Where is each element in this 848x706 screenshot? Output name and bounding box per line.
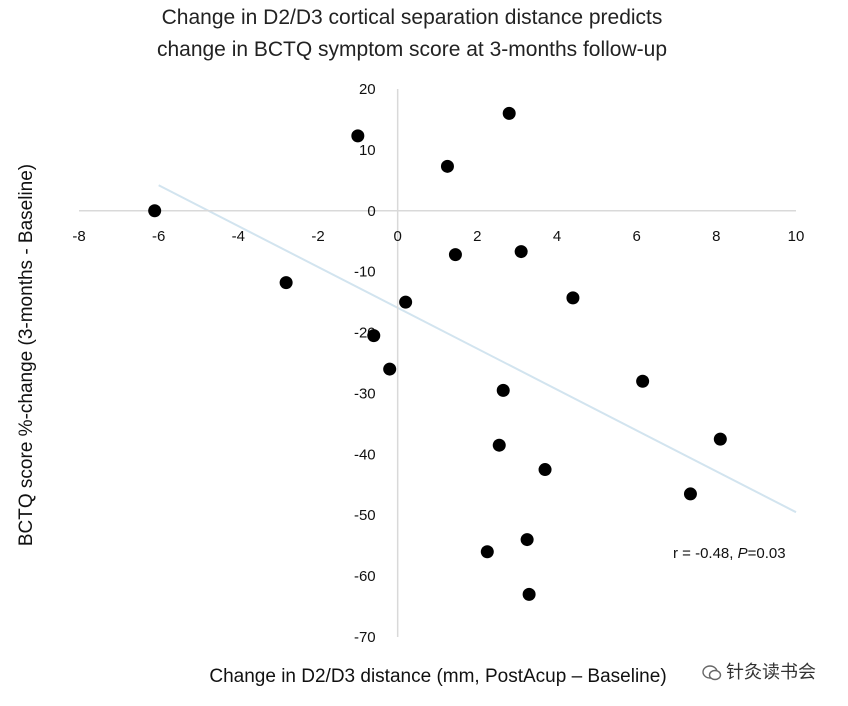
data-point xyxy=(367,329,381,343)
watermark-text: 针灸读书会 xyxy=(726,662,816,683)
x-axis-label: Change in D2/D3 distance (mm, PostAcup –… xyxy=(209,666,666,687)
wechat-icon xyxy=(702,664,722,682)
y-tick-label: -40 xyxy=(354,446,376,463)
x-tick-label: -2 xyxy=(311,228,324,245)
x-tick-labels: -8 -6 -4 -2 0 2 4 6 8 10 xyxy=(72,228,804,245)
x-tick-label: 4 xyxy=(553,228,561,245)
data-point xyxy=(351,129,365,143)
x-tick-label: 10 xyxy=(788,228,805,245)
annotation-p-value: =0.03 xyxy=(748,545,786,562)
x-tick-label: 2 xyxy=(473,228,481,245)
data-points xyxy=(148,106,727,601)
chart-title-line-2: change in BCTQ symptom score at 3-months… xyxy=(157,38,667,61)
chart-title-line-1: Change in D2/D3 cortical separation dist… xyxy=(162,6,663,29)
data-point xyxy=(148,204,162,218)
data-point xyxy=(683,487,697,501)
data-point xyxy=(279,276,293,290)
data-point xyxy=(399,295,413,309)
watermark: 针灸读书会 xyxy=(702,658,816,684)
data-point xyxy=(520,533,534,547)
annotation-p-label: P xyxy=(738,545,748,562)
data-point xyxy=(538,463,552,477)
y-tick-label: -50 xyxy=(354,507,376,524)
x-tick-label: 0 xyxy=(393,228,401,245)
x-tick-label: -8 xyxy=(72,228,85,245)
data-point xyxy=(636,374,650,388)
y-axis-label: BCTQ score %-change (3-months - Baseline… xyxy=(16,164,37,546)
y-tick-label: 10 xyxy=(359,142,376,159)
data-point xyxy=(502,106,516,120)
data-point xyxy=(492,438,506,452)
y-tick-label: -70 xyxy=(354,629,376,646)
data-point xyxy=(480,545,494,559)
y-tick-label: -30 xyxy=(354,385,376,402)
data-point xyxy=(514,245,528,259)
data-point xyxy=(496,383,510,397)
y-tick-label: -60 xyxy=(354,568,376,585)
trend-line xyxy=(158,184,797,514)
plot-area: -8 -6 -4 -2 0 2 4 6 8 10 20 10 0 -10 -2 0 -30 -40 -50 -60 -… xyxy=(72,81,804,646)
x-tick-label: 8 xyxy=(712,228,720,245)
data-point xyxy=(566,291,580,305)
x-tick-label: 6 xyxy=(632,228,640,245)
annotation-r: r = -0.48, xyxy=(673,545,738,562)
data-point xyxy=(713,432,727,446)
x-tick-label: -4 xyxy=(232,228,245,245)
correlation-annotation: r = -0.48, P=0.03 xyxy=(673,545,786,562)
data-point xyxy=(522,587,536,601)
y-tick-label: 0 xyxy=(367,203,375,220)
data-point xyxy=(440,159,454,173)
x-tick-label: -6 xyxy=(152,228,165,245)
y-tick-label: 20 xyxy=(359,81,376,98)
data-point xyxy=(383,362,397,376)
y-tick-label: -10 xyxy=(354,264,376,281)
data-point xyxy=(448,248,462,262)
